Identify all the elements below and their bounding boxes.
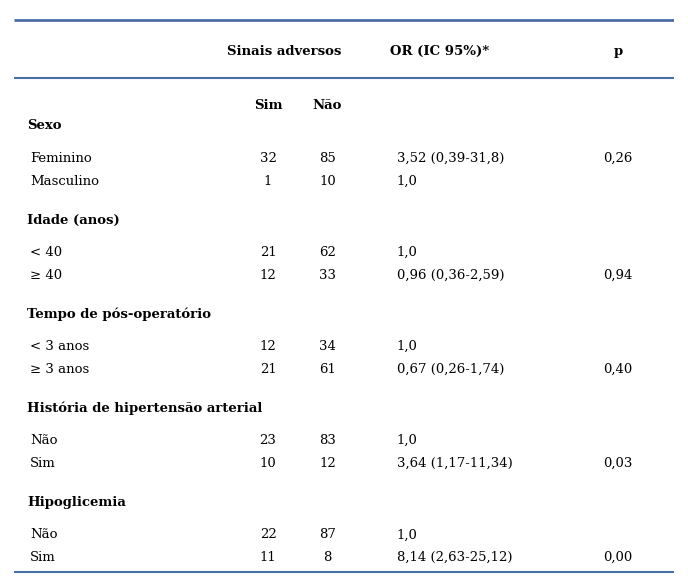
Text: 10: 10 (319, 175, 336, 188)
Text: Não: Não (313, 98, 342, 112)
Text: Sim: Sim (30, 457, 56, 470)
Text: 23: 23 (259, 434, 277, 447)
Text: Não: Não (30, 528, 58, 541)
Text: 10: 10 (259, 457, 277, 470)
Text: 32: 32 (259, 152, 277, 165)
Text: 22: 22 (259, 528, 277, 541)
Text: 61: 61 (319, 363, 336, 376)
Text: Feminino: Feminino (30, 152, 92, 165)
Text: 0,94: 0,94 (603, 269, 633, 282)
Text: 85: 85 (319, 152, 336, 165)
Text: 21: 21 (259, 363, 277, 376)
Text: 33: 33 (319, 269, 336, 282)
Text: Masculino: Masculino (30, 175, 99, 188)
Text: 34: 34 (319, 340, 336, 353)
Text: 0,03: 0,03 (603, 457, 633, 470)
Text: < 40: < 40 (30, 246, 63, 259)
Text: ≥ 40: ≥ 40 (30, 269, 63, 282)
Text: 62: 62 (319, 246, 336, 259)
Text: 11: 11 (259, 551, 277, 564)
Text: História de hipertensão arterial: História de hipertensão arterial (27, 401, 262, 415)
Text: 3,52 (0,39-31,8): 3,52 (0,39-31,8) (397, 152, 504, 165)
Text: 3,64 (1,17-11,34): 3,64 (1,17-11,34) (397, 457, 513, 470)
Text: 12: 12 (319, 457, 336, 470)
Text: 1,0: 1,0 (397, 175, 418, 188)
Text: 21: 21 (259, 246, 277, 259)
Text: 1,0: 1,0 (397, 434, 418, 447)
Text: 8,14 (2,63-25,12): 8,14 (2,63-25,12) (397, 551, 513, 564)
Text: 8: 8 (323, 551, 332, 564)
Text: 0,96 (0,36-2,59): 0,96 (0,36-2,59) (397, 269, 504, 282)
Text: 12: 12 (259, 269, 277, 282)
Text: 83: 83 (319, 434, 336, 447)
Text: 0,67 (0,26-1,74): 0,67 (0,26-1,74) (397, 363, 504, 376)
Text: Hipoglicemia: Hipoglicemia (27, 496, 126, 509)
Text: 12: 12 (259, 340, 277, 353)
Text: 0,26: 0,26 (603, 152, 633, 165)
Text: 0,00: 0,00 (603, 551, 633, 564)
Text: 87: 87 (319, 528, 336, 541)
Text: 0,40: 0,40 (603, 363, 633, 376)
Text: ≥ 3 anos: ≥ 3 anos (30, 363, 89, 376)
Text: OR (IC 95%)*: OR (IC 95%)* (390, 45, 489, 58)
Text: 1: 1 (264, 175, 272, 188)
Text: 1,0: 1,0 (397, 528, 418, 541)
Text: Sim: Sim (254, 98, 282, 112)
Text: Não: Não (30, 434, 58, 447)
Text: 1,0: 1,0 (397, 246, 418, 259)
Text: Tempo de pós-operatório: Tempo de pós-operatório (27, 308, 211, 321)
Text: Sinais adversos: Sinais adversos (227, 45, 342, 58)
Text: Sexo: Sexo (27, 120, 61, 132)
Text: Sim: Sim (30, 551, 56, 564)
Text: 1,0: 1,0 (397, 340, 418, 353)
Text: < 3 anos: < 3 anos (30, 340, 89, 353)
Text: Idade (anos): Idade (anos) (27, 213, 120, 227)
Text: p: p (614, 45, 623, 58)
